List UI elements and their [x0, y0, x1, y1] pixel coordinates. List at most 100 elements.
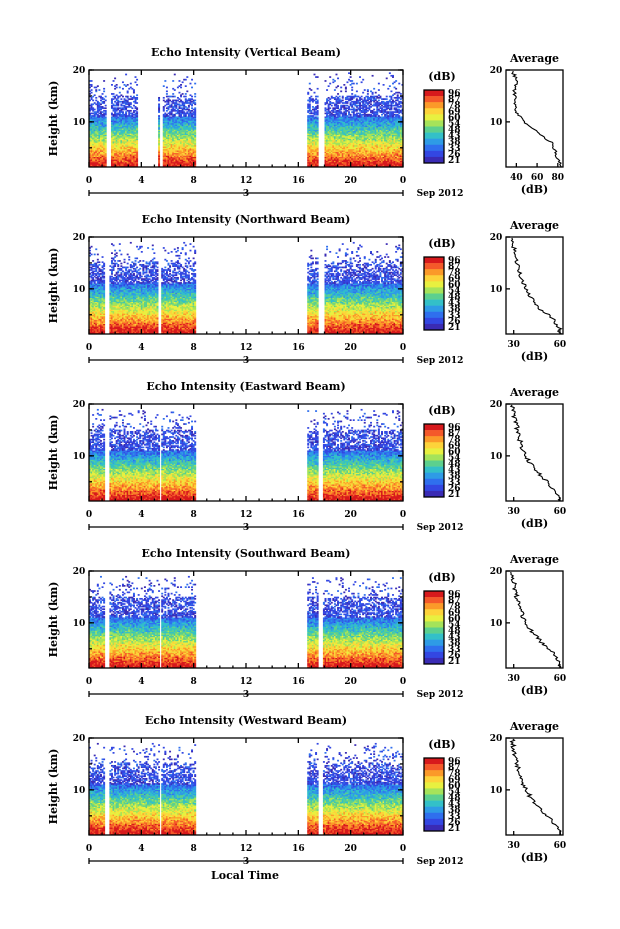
- heatmap-cell: [170, 119, 173, 121]
- heatmap-cell: [178, 113, 181, 116]
- heatmap-cell: [165, 137, 168, 139]
- heatmap-cell: [178, 128, 181, 130]
- heatmap-cell: [90, 163, 93, 165]
- heatmap-cell: [183, 103, 186, 106]
- heatmap-cell: [123, 129, 126, 132]
- heatmap-cell: [117, 144, 120, 147]
- heatmap-cell: [194, 148, 197, 151]
- heatmap-cell: [162, 146, 165, 148]
- heatmap-cell: [93, 137, 96, 139]
- heatmap-cell: [181, 156, 184, 159]
- heatmap-cell: [89, 150, 91, 152]
- heatmap-cell: [187, 148, 190, 151]
- heatmap-cell: [186, 125, 189, 128]
- heatmap-cell: [112, 98, 115, 100]
- heatmap-cell: [132, 160, 135, 163]
- heatmap-cell: [186, 155, 189, 158]
- heatmap-cell: [90, 80, 93, 82]
- heatmap-cell: [103, 131, 106, 134]
- heatmap-cell: [99, 152, 102, 155]
- heatmap-cell: [162, 160, 165, 163]
- heatmap-cell: [95, 151, 98, 154]
- heatmap-cell: [326, 143, 329, 146]
- heatmap-cell: [184, 99, 187, 102]
- heatmap-cell: [186, 117, 189, 120]
- heatmap-cell: [93, 130, 96, 133]
- heatmap-cell: [123, 100, 126, 103]
- heatmap-cell: [120, 119, 123, 121]
- heatmap-cell: [180, 115, 183, 117]
- heatmap-cell: [129, 130, 132, 133]
- heatmap-cell: [187, 113, 190, 116]
- heatmap-cell: [315, 113, 318, 116]
- heatmap-cell: [95, 142, 98, 145]
- heatmap-cell: [176, 119, 179, 121]
- heatmap-cell: [194, 152, 197, 155]
- heatmap-cell: [131, 164, 134, 167]
- heatmap-cell: [186, 119, 189, 121]
- heatmap-cell: [104, 130, 107, 133]
- heatmap-cell: [136, 151, 139, 154]
- heatmap-cell: [121, 147, 124, 150]
- heatmap-cell: [115, 122, 118, 125]
- heatmap-cell: [311, 139, 314, 142]
- heatmap-cell: [96, 128, 99, 130]
- heatmap-cell: [98, 117, 101, 120]
- heatmap-cell: [187, 150, 190, 152]
- heatmap-cell: [173, 159, 176, 161]
- heatmap-cell: [187, 163, 190, 165]
- heatmap-cell: [165, 107, 168, 110]
- heatmap-cell: [194, 109, 197, 112]
- heatmap-cell: [118, 155, 121, 158]
- heatmap-cell: [118, 150, 121, 152]
- heatmap-cell: [117, 161, 120, 164]
- heatmap-cell: [308, 139, 311, 142]
- heatmap-cell: [104, 107, 107, 110]
- heatmap-cell: [101, 154, 104, 156]
- heatmap-cell: [308, 120, 311, 123]
- heatmap-cell: [351, 89, 354, 91]
- heatmap-cell: [170, 108, 173, 111]
- heatmap-cell: [186, 131, 189, 134]
- heatmap-cell: [184, 160, 187, 163]
- heatmap-cell: [115, 104, 118, 107]
- heatmap-cell: [125, 129, 128, 132]
- heatmap-cell: [184, 124, 187, 126]
- heatmap-cell: [120, 143, 123, 146]
- heatmap-cell: [310, 112, 313, 115]
- heatmap-cell: [99, 103, 102, 106]
- heatmap-cell: [324, 159, 327, 161]
- heatmap-cell: [183, 148, 186, 151]
- heatmap-cell: [326, 151, 329, 154]
- heatmap-cell: [324, 146, 327, 148]
- heatmap-cell: [183, 78, 186, 81]
- heatmap-cell: [173, 155, 176, 158]
- heatmap-cell: [192, 120, 195, 123]
- heatmap-cell: [169, 133, 172, 135]
- heatmap-cell: [307, 120, 310, 123]
- heatmap-cell: [125, 143, 128, 146]
- heatmap-cell: [315, 98, 318, 100]
- heatmap-cell: [181, 138, 184, 141]
- heatmap-cell: [134, 76, 137, 78]
- heatmap-cell: [90, 152, 93, 155]
- heatmap-cell: [349, 113, 352, 116]
- heatmap-cell: [110, 135, 113, 138]
- heatmap-cell: [181, 107, 184, 110]
- heatmap-cell: [99, 122, 102, 125]
- heatmap-cell: [129, 103, 132, 106]
- heatmap-cell: [311, 157, 314, 160]
- heatmap-cell: [101, 129, 104, 132]
- heatmap-cell: [316, 159, 319, 161]
- heatmap-cell: [310, 125, 313, 128]
- heatmap-cell: [118, 157, 121, 160]
- heatmap-cell: [93, 128, 96, 130]
- heatmap-cell: [186, 160, 189, 163]
- heatmap-cell: [187, 147, 190, 150]
- heatmap-cell: [117, 160, 120, 163]
- heatmap-cell: [176, 142, 179, 145]
- heatmap-cell: [115, 160, 118, 163]
- heatmap-cell: [186, 146, 189, 148]
- heatmap-cell: [134, 143, 137, 146]
- heatmap-cell: [184, 113, 187, 116]
